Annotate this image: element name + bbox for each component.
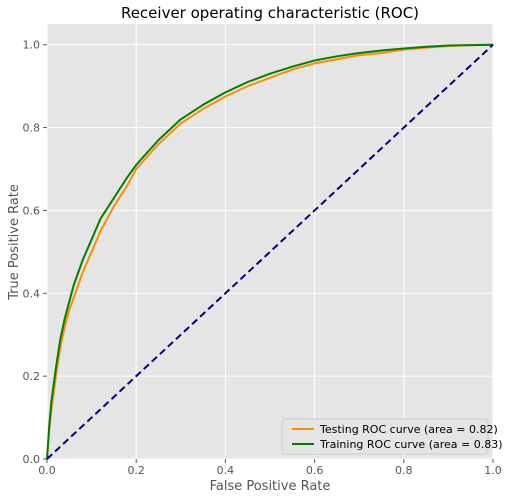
x-axis-label: False Positive Rate bbox=[210, 479, 331, 494]
tick-labels: 0.0 0.2 0.4 0.6 0.8 1.0 0.0 0.2 0.4 0.6 0.8 1.0 bbox=[23, 39, 502, 477]
legend: Testing ROC curve (area = 0.82) Training… bbox=[281, 418, 503, 455]
x-tick-label: 0.6 bbox=[306, 464, 324, 477]
series-layer bbox=[46, 43, 494, 460]
y-tick-label: 0.4 bbox=[23, 287, 41, 300]
chart-title: Receiver operating characteristic (ROC) bbox=[121, 4, 419, 22]
legend-label-training: Training ROC curve (area = 0.83) bbox=[319, 438, 503, 451]
testing-roc-curve bbox=[46, 43, 494, 460]
legend-label-testing: Testing ROC curve (area = 0.82) bbox=[319, 423, 498, 436]
y-tick-label: 0.8 bbox=[23, 122, 41, 135]
x-tick-label: 0.0 bbox=[38, 464, 56, 477]
x-tick-label: 0.4 bbox=[217, 464, 235, 477]
y-axis-label: True Positive Rate bbox=[7, 184, 22, 301]
x-tick-label: 0.2 bbox=[127, 464, 145, 477]
y-tick-label: 0.2 bbox=[23, 370, 41, 383]
y-tick-label: 0.6 bbox=[23, 204, 41, 217]
x-tick-label: 0.8 bbox=[395, 464, 413, 477]
chance-diagonal-line bbox=[46, 43, 494, 460]
plot-area bbox=[47, 24, 493, 459]
x-tick-label: 1.0 bbox=[484, 464, 502, 477]
training-roc-curve bbox=[46, 43, 494, 460]
y-tick-label: 1.0 bbox=[23, 39, 41, 52]
legend-box bbox=[281, 418, 489, 455]
y-tick-label: 0.0 bbox=[23, 453, 41, 466]
